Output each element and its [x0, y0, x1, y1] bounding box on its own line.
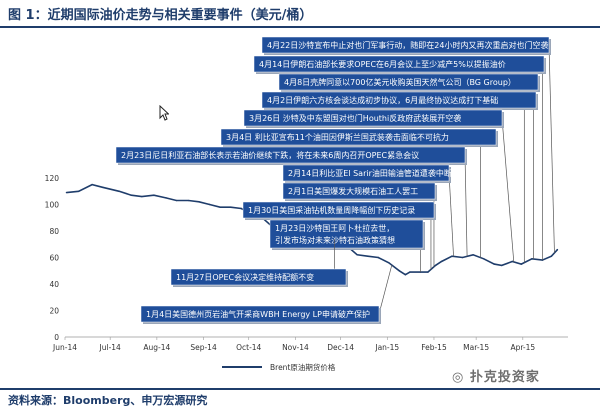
data-point — [219, 206, 221, 208]
event-leader-line — [448, 172, 454, 257]
data-point — [440, 260, 443, 263]
event-box — [242, 201, 435, 219]
data-point — [165, 197, 167, 199]
x-tick-label: Apr-15 — [510, 343, 535, 352]
y-tick-label: 20 — [49, 307, 59, 316]
data-point — [187, 199, 190, 202]
figure-title-bar: 图 1：近期国际油价走势与相关重要事件（美元/桶） — [0, 0, 600, 28]
legend-label: Brent原油期货价格 — [270, 362, 336, 372]
event-leader-line — [464, 154, 468, 257]
data-point — [501, 264, 503, 267]
data-point — [130, 194, 132, 196]
event-label: 引发市场对未来沙特石油政策猜想 — [275, 235, 395, 245]
data-point — [153, 194, 155, 196]
y-tick-label: 40 — [49, 280, 59, 289]
data-point — [404, 274, 407, 276]
event-box — [243, 109, 503, 127]
wechat-icon: ◎ — [452, 370, 465, 385]
y-tick-label: 80 — [49, 227, 59, 236]
event-box — [261, 91, 537, 109]
event-box — [269, 219, 424, 249]
x-tick-label: Aug-14 — [143, 343, 170, 352]
data-point — [356, 254, 358, 256]
x-tick-label: Jul-14 — [99, 343, 122, 352]
figure-title: 图 1：近期国际油价走势与相关重要事件（美元/桶） — [8, 8, 313, 23]
data-point — [409, 271, 411, 273]
event-label: 2月1日美国爆发大规模石油工人罢工 — [288, 186, 418, 196]
x-tick-label: Dec-14 — [327, 343, 354, 352]
event-box — [278, 73, 539, 91]
data-point — [472, 254, 474, 256]
data-point — [461, 256, 464, 259]
event-leader-line — [501, 117, 515, 262]
source-note: 资料来源：Bloomberg、申万宏源研究 — [8, 394, 208, 407]
event-box — [170, 268, 347, 286]
event-label: 11月27日OPEC会议决定维持配额不变 — [176, 272, 314, 282]
data-point — [531, 258, 533, 260]
data-point — [556, 248, 559, 251]
event-box — [261, 36, 550, 54]
y-tick-label: 60 — [49, 254, 59, 263]
y-tick-label: 100 — [45, 201, 60, 210]
event-label: 4月2日伊朗六方核会谈达成初步协议，6月最终协议达成打下基础 — [267, 95, 498, 105]
event-box — [220, 128, 497, 146]
data-point — [511, 260, 513, 263]
watermark: ◎ 扑克投资家 — [452, 366, 540, 385]
data-point — [208, 203, 211, 206]
event-label: 3月26日 沙特及中东盟国对也门Houthi反政府武装展开空袭 — [249, 113, 461, 123]
event-label: 4月22日沙特宣布中止对也门军事行动，随即在24小时内又再次重启对也门空袭 — [267, 40, 548, 50]
event-label: 1月30日美国采油钻机数量周降幅创下历史记录 — [248, 205, 415, 215]
data-point — [427, 271, 429, 273]
event-label: 2月14日利比亚El Sarir油田输油管道遭袭中断 — [288, 168, 452, 178]
event-leader-line — [378, 264, 393, 315]
data-point — [229, 206, 232, 208]
event-label: 4月14日伊朗石油部长要求OPEC在6月会议上至少减产5%以提振油价 — [259, 59, 506, 69]
data-point — [482, 258, 485, 260]
data-point — [451, 255, 453, 257]
x-tick-label: Jun-14 — [52, 343, 77, 352]
data-point — [175, 199, 178, 202]
event-box — [282, 182, 436, 200]
data-point — [550, 255, 553, 257]
event-label: 2月23日尼日利亚石油部长表示若油价继续下跌，将在未来6周内召开OPEC紧急会议 — [121, 150, 419, 160]
source-divider — [0, 388, 600, 390]
data-point — [118, 190, 120, 192]
event-label: 4月8日壳牌同意以700亿美元收购英国天然气公司（BG Group） — [284, 77, 516, 87]
data-point — [398, 270, 401, 272]
event-label: 1月4日美国德州页岩油气开采商WBH Energy LP申请破产保护 — [146, 309, 370, 319]
event-box — [282, 164, 450, 182]
x-tick-label: Feb-15 — [421, 343, 447, 352]
data-point — [65, 191, 68, 194]
data-point — [367, 255, 369, 257]
data-point — [101, 186, 104, 188]
data-point — [520, 263, 523, 265]
data-point — [240, 207, 242, 210]
x-tick-label: Oct-14 — [236, 343, 261, 352]
x-tick-label: Nov-14 — [282, 343, 309, 352]
x-tick-label: Jan-15 — [374, 343, 399, 352]
event-box — [140, 305, 380, 323]
event-label: 3月4日 利比亚宣布11个油田因伊斯兰国武装袭击面临不可抗力 — [226, 132, 449, 142]
data-point — [377, 256, 379, 259]
data-point — [77, 190, 80, 192]
event-leader-line — [548, 44, 555, 253]
data-point — [493, 263, 495, 265]
data-point — [388, 262, 390, 264]
data-point — [91, 183, 93, 186]
event-box — [253, 55, 545, 73]
data-point — [198, 201, 200, 203]
data-point — [141, 195, 143, 198]
y-tick-label: 0 — [54, 333, 59, 342]
x-tick-label: Sep-14 — [190, 343, 217, 352]
watermark-text: 扑克投资家 — [469, 370, 540, 385]
x-tick-label: Mar-15 — [463, 343, 489, 352]
data-point — [434, 264, 437, 267]
event-box — [115, 146, 466, 164]
y-tick-label: 120 — [45, 174, 60, 183]
event-label: 1月23日沙特国王阿卜杜拉去世， — [275, 223, 394, 233]
